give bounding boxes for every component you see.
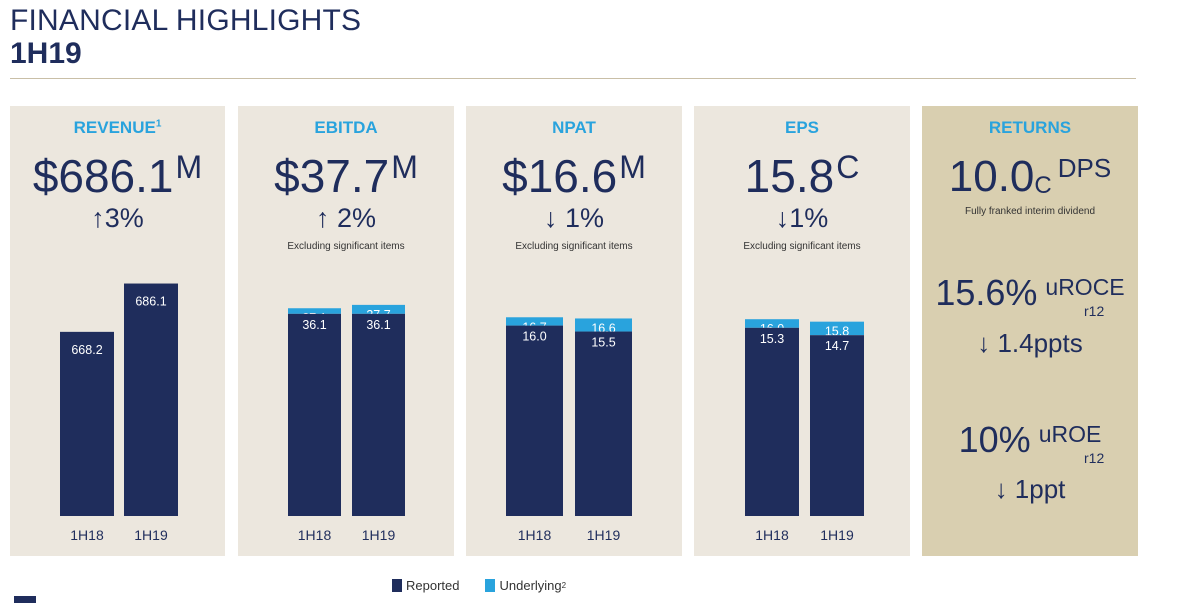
data-label-reported: 668.2 xyxy=(71,343,102,357)
panel-title: NPAT xyxy=(466,118,682,138)
uroe-label: uROE xyxy=(1038,421,1102,447)
data-label-reported: 36.1 xyxy=(366,318,390,332)
data-label-reported: 686.1 xyxy=(135,295,166,309)
panel-title: EPS xyxy=(694,118,910,138)
bar-reported-1H18 xyxy=(745,327,799,516)
legend-item-underlying: Underlying 2 xyxy=(485,578,566,593)
dps-label: DPS xyxy=(1057,153,1112,183)
bar-reported-1H19 xyxy=(352,313,405,516)
headline-value: $16.6M xyxy=(466,149,682,203)
x-tick-label: 1H19 xyxy=(587,527,621,543)
dps-note: Fully franked interim dividend xyxy=(964,206,1096,217)
headline-value: 15.8C xyxy=(694,149,910,203)
panel-title: EBITDA xyxy=(238,118,454,138)
headline-number: $686.1 xyxy=(32,150,174,202)
bar-underlying-1H18 xyxy=(745,319,799,328)
uroce-value: 15.6% xyxy=(935,272,1038,313)
footnote-marker: 2 xyxy=(561,581,567,590)
uroce-period: r12 xyxy=(1084,303,1105,319)
ebitda-panel: EBITDA $37.7M ↑ 2% Excluding significant… xyxy=(238,106,454,556)
bar-reported-1H18 xyxy=(288,313,341,516)
data-label-reported: 16.0 xyxy=(522,330,546,344)
legend-label: Underlying xyxy=(499,578,562,593)
headline-unit: M xyxy=(391,149,418,185)
uroe-change: ↓ 1ppt xyxy=(994,474,1066,504)
uroce-metric: 15.6% uROCE xyxy=(922,272,1138,314)
x-tick-label: 1H19 xyxy=(820,527,854,543)
data-label-reported: 15.3 xyxy=(760,332,784,346)
legend-item-reported: Reported xyxy=(392,578,459,593)
headline-number: 15.8 xyxy=(744,150,835,202)
headline-value: $686.1M xyxy=(10,149,225,203)
uroce-change: ↓ 1.4ppts xyxy=(977,328,1083,358)
change-indicator: ↑3% xyxy=(91,203,144,233)
bar-reported-1H18 xyxy=(60,331,114,516)
data-label-reported: 15.5 xyxy=(591,336,615,350)
revenue-panel: REVENUE1 $686.1M ↑3% 668.2 1H18 686.1 1H19 xyxy=(10,106,225,556)
reported-swatch xyxy=(392,579,402,592)
bar-underlying-1H19 xyxy=(810,321,864,336)
legend-label: Reported xyxy=(406,578,460,593)
headline-unit: M xyxy=(619,149,646,185)
bar-reported-1H18 xyxy=(506,325,563,516)
panel-note: Excluding significant items xyxy=(743,241,861,252)
footnote-marker: 1 xyxy=(155,118,162,130)
x-tick-label: 1H18 xyxy=(755,527,789,543)
revenue-chart: 668.2 1H18 686.1 1H19 xyxy=(60,283,178,543)
change-indicator: ↓ 1% xyxy=(543,203,605,233)
panel-title-text: EPS xyxy=(784,118,820,137)
headline-value: $37.7M xyxy=(238,149,454,203)
headline-number: $37.7 xyxy=(274,150,390,202)
x-tick-label: 1H18 xyxy=(70,527,104,543)
bar-underlying-1H18 xyxy=(288,308,341,314)
uroe-value: 10% xyxy=(958,419,1031,460)
eps-panel: EPS 15.8C ↓1% Excluding significant item… xyxy=(694,106,910,556)
dps-unit: C xyxy=(1034,172,1052,199)
uroe-period: r12 xyxy=(1084,450,1105,466)
chart-legend: Reported Underlying 2 xyxy=(392,578,592,593)
panel-title: RETURNS xyxy=(988,118,1072,137)
panel-title: REVENUE1 xyxy=(10,118,225,138)
page-title: FINANCIAL HIGHLIGHTS xyxy=(10,4,362,37)
change-indicator: ↑ 2% xyxy=(315,203,377,233)
x-tick-label: 1H19 xyxy=(362,527,396,543)
bar-reported-1H19 xyxy=(810,335,864,516)
panel-title-text: REVENUE xyxy=(73,118,156,137)
bar-reported-1H19 xyxy=(124,283,178,516)
underlying-swatch xyxy=(485,579,496,592)
bar-underlying-1H19 xyxy=(352,304,405,314)
data-label-reported: 36.1 xyxy=(302,318,326,332)
headline-unit: M xyxy=(175,149,203,185)
change-indicator: ↓1% xyxy=(775,203,829,233)
bar-reported-1H19 xyxy=(575,331,632,516)
panel-note: Excluding significant items xyxy=(287,241,405,252)
data-label-reported: 14.7 xyxy=(825,339,849,353)
headline-number: $16.6 xyxy=(502,150,618,202)
x-tick-label: 1H18 xyxy=(518,527,552,543)
page-subtitle: 1H19 xyxy=(10,37,82,70)
panel-title-text: NPAT xyxy=(552,118,596,137)
panel-title-text: EBITDA xyxy=(314,118,378,137)
dps-number: 10.0 xyxy=(948,152,1035,201)
next-section-fragment xyxy=(14,596,36,603)
x-tick-label: 1H19 xyxy=(134,527,168,543)
bar-underlying-1H18 xyxy=(506,317,563,326)
x-tick-label: 1H18 xyxy=(298,527,332,543)
npat-panel: NPAT $16.6M ↓ 1% Excluding significant i… xyxy=(466,106,682,556)
uroce-label: uROCE xyxy=(1045,274,1125,300)
returns-panel: RETURNS 10.0CDPS Fully franked interim d… xyxy=(922,106,1138,556)
bar-underlying-1H19 xyxy=(575,318,632,332)
header-divider xyxy=(10,78,1136,79)
data-label-underlying: 15.8 xyxy=(825,325,849,339)
uroe-metric: 10% uROE xyxy=(922,419,1138,461)
dps-value: 10.0CDPS xyxy=(922,152,1138,202)
headline-unit: C xyxy=(836,149,860,185)
panel-note: Excluding significant items xyxy=(515,241,633,252)
